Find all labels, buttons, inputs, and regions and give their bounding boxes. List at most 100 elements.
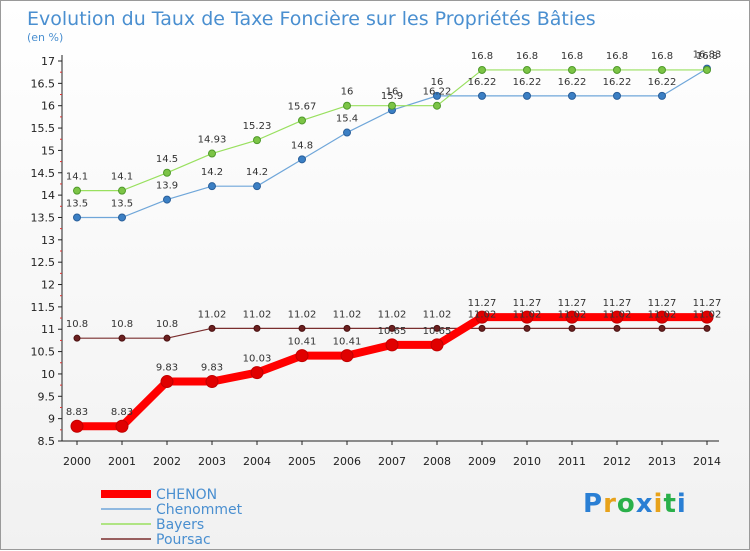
data-point-poursac <box>388 324 396 332</box>
data-point-bayers <box>118 186 126 195</box>
data-label: 16.83 <box>693 50 722 61</box>
data-label: 16.8 <box>561 51 583 62</box>
data-label: 11.02 <box>288 309 317 320</box>
data-label: 16.22 <box>558 77 587 88</box>
x-tick-label: 2001 <box>108 455 136 468</box>
logo-letter: P <box>583 489 604 519</box>
data-point-poursac <box>208 324 216 332</box>
data-point-chenommet <box>613 91 621 100</box>
legend-label-bayers: Bayers <box>156 517 204 533</box>
data-label: 16.22 <box>513 77 542 88</box>
y-tick-label: 9.5 <box>38 390 56 403</box>
data-label: 16.8 <box>471 51 493 62</box>
data-label: 10.41 <box>333 337 362 348</box>
data-point-chenommet <box>163 195 171 204</box>
data-point-chenon <box>700 310 714 324</box>
data-label: 16.22 <box>603 77 632 88</box>
data-label: 10.8 <box>156 319 178 330</box>
y-tick-label: 12 <box>41 279 55 292</box>
data-point-poursac <box>298 324 306 332</box>
data-label: 15.67 <box>288 101 317 112</box>
data-labels: 8.83 8.83 9.83 9.83 10.03 10.41 10.41 11.27 11.2… <box>66 50 721 419</box>
data-point-chenommet <box>343 128 351 137</box>
x-tick-label: 2007 <box>378 455 406 468</box>
data-label: 16.8 <box>696 51 718 62</box>
data-point-poursac <box>433 324 441 332</box>
series-layer <box>70 64 714 433</box>
y-tick-label: 16 <box>41 100 55 113</box>
logo-letter: t <box>663 489 677 519</box>
data-point-chenommet <box>253 182 261 191</box>
data-point-bayers <box>208 149 216 158</box>
data-label: 11.02 <box>468 309 497 320</box>
data-point-chenon <box>70 419 84 433</box>
data-point-chenommet <box>478 91 486 100</box>
data-point-bayers <box>253 136 261 145</box>
data-label: 11.02 <box>423 309 452 320</box>
x-tick-label: 2011 <box>558 455 586 468</box>
data-point-poursac <box>343 324 351 332</box>
data-label: 10.65 <box>423 326 452 337</box>
y-tick-label: 14 <box>41 189 55 202</box>
data-point-poursac <box>613 324 621 332</box>
data-label: 10.8 <box>66 319 88 330</box>
data-point-poursac <box>523 324 531 332</box>
data-point-chenommet <box>523 91 531 100</box>
data-point-bayers <box>433 101 441 110</box>
data-point-chenon <box>610 310 624 324</box>
data-label: 11.27 <box>648 298 677 309</box>
data-point-bayers <box>523 65 531 74</box>
data-label: 11.27 <box>603 298 632 309</box>
data-point-chenon <box>205 375 219 389</box>
data-label: 14.1 <box>66 172 88 183</box>
data-label: 10.03 <box>243 354 272 365</box>
data-point-chenommet <box>208 182 216 191</box>
logo-letter: r <box>603 489 617 519</box>
data-label: 10.8 <box>111 319 133 330</box>
data-point-chenon <box>520 310 534 324</box>
y-tick-label: 17 <box>41 55 55 68</box>
data-point-bayers <box>613 65 621 74</box>
x-tick-label: 2008 <box>423 455 451 468</box>
data-label: 14.2 <box>246 167 268 178</box>
data-point-poursac <box>568 324 576 332</box>
data-point-chenon <box>475 310 489 324</box>
data-point-chenommet <box>658 91 666 100</box>
data-point-bayers <box>163 168 171 177</box>
data-label: 15.4 <box>336 114 358 125</box>
axes: 8.5 9 9.5 10 10.5 11 11.5 12 12.5 13 13.5 14 14.5 15 1… <box>31 55 721 468</box>
legend-label-chenommet: Chenommet <box>156 502 243 518</box>
data-label: 11.02 <box>198 309 227 320</box>
y-tick-label: 9 <box>48 413 55 426</box>
data-label: 11.02 <box>513 309 542 320</box>
data-label: 16.8 <box>516 51 538 62</box>
data-point-bayers <box>478 65 486 74</box>
x-tick-label: 2004 <box>243 455 271 468</box>
data-label: 11.02 <box>243 309 272 320</box>
data-point-chenon <box>250 366 264 380</box>
data-label: 13.9 <box>156 181 178 192</box>
data-label: 10.65 <box>378 326 407 337</box>
data-label: 11.27 <box>513 298 542 309</box>
data-label: 11.02 <box>333 309 362 320</box>
data-label: 11.02 <box>693 309 722 320</box>
data-label: 9.83 <box>201 363 223 374</box>
logo-letter: i <box>676 489 687 519</box>
data-point-chenon <box>565 310 579 324</box>
data-label: 16.8 <box>606 51 628 62</box>
data-label: 11.02 <box>603 309 632 320</box>
x-tick-label: 2006 <box>333 455 361 468</box>
x-tick-label: 2010 <box>513 455 541 468</box>
data-point-bayers <box>73 186 81 195</box>
data-point-chenommet <box>568 91 576 100</box>
data-point-chenon <box>340 349 354 363</box>
data-point-bayers <box>658 65 666 74</box>
data-label: 14.2 <box>201 167 223 178</box>
data-label: 16 <box>341 87 354 98</box>
x-tick-label: 2012 <box>603 455 631 468</box>
data-point-poursac <box>118 334 126 342</box>
x-tick-label: 2014 <box>693 455 721 468</box>
data-point-bayers <box>703 65 711 74</box>
